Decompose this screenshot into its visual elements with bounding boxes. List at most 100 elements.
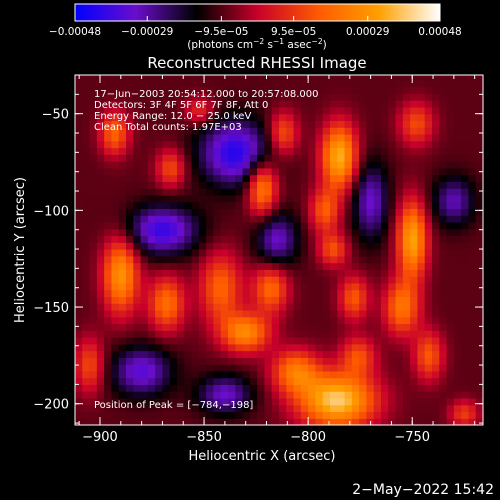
heatmap-cell <box>184 242 193 250</box>
heatmap-cell <box>220 86 229 94</box>
heatmap-cell <box>169 181 178 189</box>
heatmap-cell <box>410 370 419 379</box>
heatmap-cell <box>140 100 149 108</box>
heatmap-cell <box>111 370 120 379</box>
heatmap-cell <box>126 249 134 257</box>
heatmap-cell <box>373 330 382 338</box>
heatmap-cell <box>308 235 317 243</box>
heatmap-cell <box>96 269 105 277</box>
heatmap-cell <box>89 296 98 304</box>
heatmap-cell <box>126 194 134 203</box>
heatmap-cell <box>191 79 200 88</box>
heatmap-cell <box>271 296 280 304</box>
heatmap-cell <box>264 364 273 372</box>
heatmap-cell <box>315 276 324 284</box>
heatmap-cell <box>366 235 375 243</box>
heatmap-cell <box>330 255 338 264</box>
heatmap-cell <box>75 79 83 88</box>
chart-title: Reconstructed RHESSI Image <box>147 54 366 72</box>
heatmap-cell <box>198 174 207 182</box>
heatmap-cell <box>468 350 477 358</box>
heatmap-cell <box>242 343 251 352</box>
heatmap-cell <box>402 384 411 392</box>
heatmap-cell <box>177 343 185 352</box>
heatmap-cell <box>220 303 229 311</box>
heatmap-cell <box>417 411 426 419</box>
heatmap-cell <box>249 235 258 243</box>
heatmap-cell <box>104 303 113 311</box>
heatmap-cell <box>177 330 185 338</box>
heatmap-cell <box>432 303 440 311</box>
heatmap-cell <box>177 120 185 128</box>
heatmap-cell <box>300 343 309 352</box>
heatmap-cell <box>453 309 462 318</box>
heatmap-cell <box>140 296 149 304</box>
heatmap-cell <box>177 215 185 223</box>
heatmap-cell <box>257 262 266 270</box>
heatmap-cell <box>359 350 368 358</box>
heatmap-cell <box>249 127 258 135</box>
heatmap-cell <box>257 228 266 237</box>
heatmap-cell <box>293 86 302 94</box>
heatmap-cell <box>140 269 149 277</box>
heatmap-cell <box>249 154 258 162</box>
heatmap-cell <box>388 221 397 230</box>
heatmap-cell <box>118 242 127 250</box>
heatmap-cell <box>242 154 251 162</box>
heatmap-cell <box>133 249 142 257</box>
heatmap-cell <box>235 79 244 88</box>
heatmap-cell <box>439 86 448 94</box>
heatmap-cell <box>89 357 98 365</box>
heatmap-cell <box>177 161 185 169</box>
heatmap-cell <box>461 397 470 406</box>
heatmap-cell <box>293 208 302 216</box>
heatmap-cell <box>140 282 149 291</box>
heatmap-cell <box>344 133 353 142</box>
heatmap-cell <box>286 262 295 270</box>
heatmap-cell <box>140 262 149 270</box>
heatmap-cell <box>344 282 353 291</box>
heatmap-cell <box>446 140 455 149</box>
heatmap-cell <box>249 276 258 284</box>
heatmap-cell <box>344 79 353 88</box>
heatmap-cell <box>206 255 215 264</box>
heatmap-cell <box>300 323 309 331</box>
heatmap-cell <box>220 384 229 392</box>
heatmap-cell <box>417 377 426 385</box>
heatmap-cell <box>228 309 236 318</box>
heatmap-cell <box>140 370 149 379</box>
heatmap-cell <box>293 140 302 149</box>
heatmap-cell <box>118 154 127 162</box>
heatmap-cell <box>118 337 127 345</box>
heatmap-cell <box>286 147 295 155</box>
heatmap-cell <box>220 391 229 399</box>
heatmap-cell <box>432 289 440 298</box>
heatmap-cell <box>395 154 404 162</box>
heatmap-cell <box>337 235 346 243</box>
heatmap-cell <box>191 188 200 196</box>
heatmap-cell <box>293 262 302 270</box>
heatmap-cell <box>249 337 258 345</box>
heatmap-cell <box>424 235 433 243</box>
heatmap-cell <box>359 194 368 203</box>
heatmap-cell <box>162 221 171 230</box>
heatmap-cell <box>446 174 455 182</box>
heatmap-cell <box>315 181 324 189</box>
heatmap-cell <box>155 418 164 425</box>
heatmap-cell <box>228 262 236 270</box>
heatmap-cell <box>235 201 244 210</box>
heatmap-cell <box>344 86 353 94</box>
heatmap-cell <box>417 221 426 230</box>
heatmap-cell <box>286 215 295 223</box>
heatmap-cell <box>373 309 382 318</box>
heatmap-cell <box>271 309 280 318</box>
heatmap-cell <box>213 384 222 392</box>
heatmap-cell <box>126 391 134 399</box>
heatmap-cell <box>322 296 331 304</box>
heatmap-cell <box>293 255 302 264</box>
heatmap-cell <box>293 418 302 425</box>
heatmap-cell <box>439 343 448 352</box>
heatmap-cell <box>279 337 287 345</box>
heatmap-cell <box>337 147 346 155</box>
